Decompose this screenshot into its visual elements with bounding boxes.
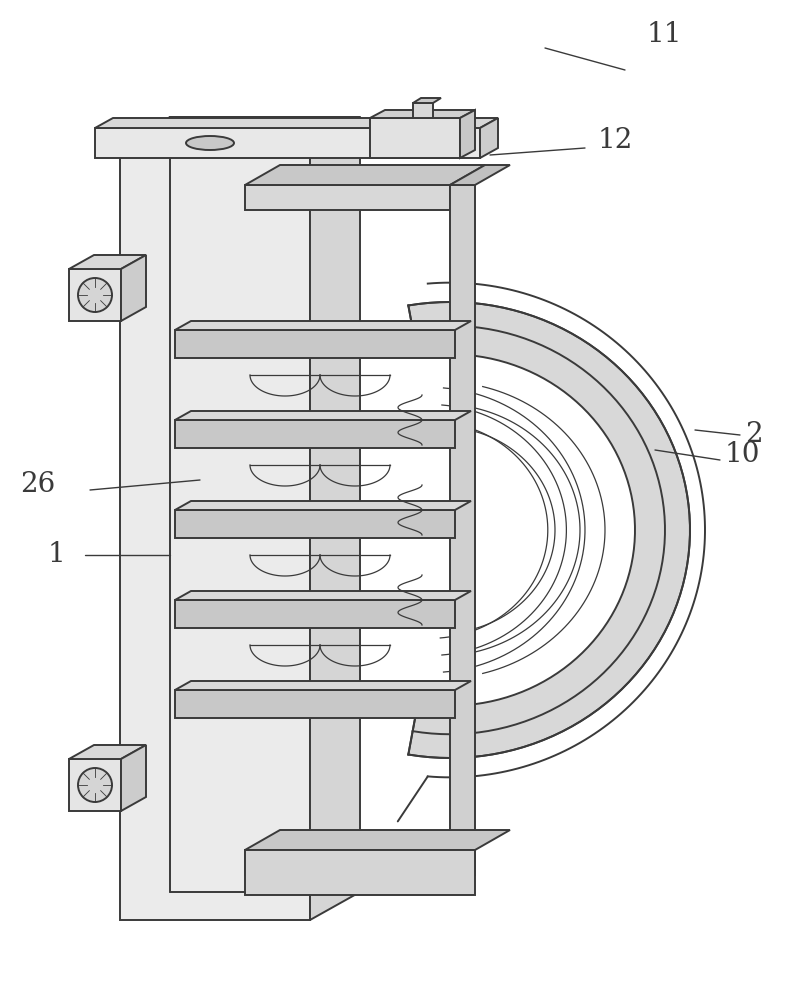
Polygon shape	[245, 850, 475, 895]
Text: 11: 11	[646, 21, 682, 48]
Polygon shape	[370, 110, 475, 118]
Polygon shape	[69, 745, 146, 759]
Polygon shape	[175, 510, 455, 538]
Text: 2: 2	[744, 422, 762, 448]
Circle shape	[78, 278, 111, 312]
Polygon shape	[449, 165, 509, 185]
Polygon shape	[69, 759, 121, 811]
Polygon shape	[119, 117, 359, 145]
Text: 12: 12	[597, 126, 633, 153]
Polygon shape	[412, 98, 440, 103]
Text: 26: 26	[20, 472, 55, 498]
Polygon shape	[175, 501, 471, 510]
Polygon shape	[310, 117, 359, 920]
Polygon shape	[69, 269, 121, 321]
Polygon shape	[175, 330, 455, 358]
Polygon shape	[245, 850, 475, 875]
Polygon shape	[175, 600, 455, 628]
Polygon shape	[175, 411, 471, 420]
Polygon shape	[119, 145, 310, 920]
Polygon shape	[449, 185, 475, 875]
Polygon shape	[175, 681, 471, 690]
Polygon shape	[175, 591, 471, 600]
Polygon shape	[245, 165, 484, 185]
Polygon shape	[121, 745, 146, 811]
Polygon shape	[175, 321, 471, 330]
Polygon shape	[95, 128, 480, 158]
Polygon shape	[245, 830, 509, 850]
Polygon shape	[480, 118, 497, 158]
Polygon shape	[175, 690, 455, 718]
Text: 1: 1	[47, 542, 65, 568]
Polygon shape	[245, 185, 449, 210]
Polygon shape	[95, 118, 497, 128]
Ellipse shape	[186, 136, 233, 150]
Polygon shape	[370, 118, 460, 158]
Polygon shape	[69, 255, 146, 269]
Polygon shape	[121, 255, 146, 321]
Polygon shape	[407, 302, 689, 758]
Text: 10: 10	[724, 442, 759, 468]
Polygon shape	[412, 103, 432, 118]
Circle shape	[78, 768, 111, 802]
Polygon shape	[175, 420, 455, 448]
Polygon shape	[460, 110, 475, 158]
